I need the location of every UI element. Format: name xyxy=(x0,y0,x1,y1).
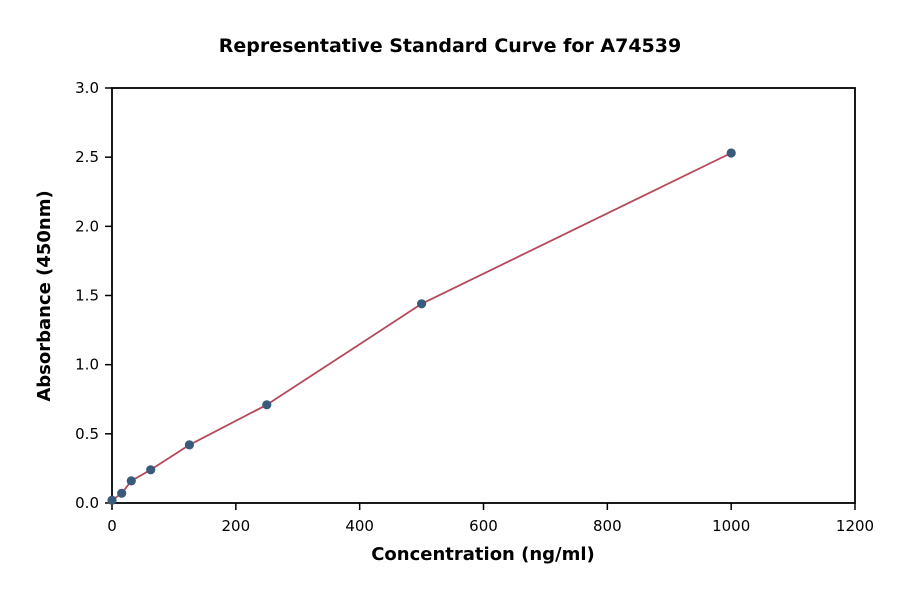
x-tick-label: 0 xyxy=(107,517,117,535)
data-point xyxy=(262,400,272,410)
y-tick-label: 1.5 xyxy=(75,287,99,305)
y-tick-label: 3.0 xyxy=(75,79,99,97)
plot-area: 0 200 400 600 800 1000 1200 0.0 0.5 1.0 1.5 2.0 2.5 3… xyxy=(75,79,874,535)
data-point xyxy=(417,299,427,309)
data-point xyxy=(117,488,127,498)
x-tick-label: 1200 xyxy=(836,517,874,535)
fit-line xyxy=(111,152,732,501)
y-axis-label: Absorbance (450nm) xyxy=(34,190,55,401)
x-tick-label: 1000 xyxy=(712,517,750,535)
x-tick-label: 200 xyxy=(222,517,251,535)
data-point xyxy=(126,476,136,486)
y-tick-label: 2.5 xyxy=(75,148,99,166)
axis-frame xyxy=(111,87,856,504)
data-point xyxy=(146,465,156,475)
x-tick-label: 400 xyxy=(345,517,374,535)
data-point xyxy=(107,495,117,505)
y-tick-label: 0.5 xyxy=(75,425,99,443)
x-tick-label: 600 xyxy=(469,517,498,535)
y-tick-label: 0.0 xyxy=(75,494,99,512)
x-axis-label: Concentration (ng/ml) xyxy=(371,544,595,565)
data-point xyxy=(184,440,194,450)
y-tick-label: 1.0 xyxy=(75,356,99,374)
y-tick-label: 2.0 xyxy=(75,217,99,235)
chart-title: Representative Standard Curve for A74539 xyxy=(219,35,681,57)
x-tick-label: 800 xyxy=(593,517,622,535)
data-point xyxy=(726,148,736,158)
